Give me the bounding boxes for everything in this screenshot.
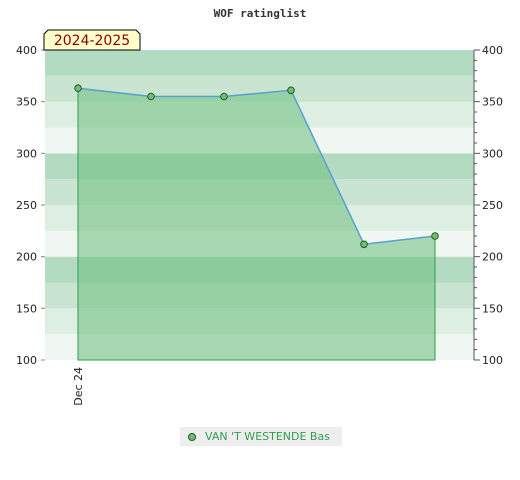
data-point	[220, 92, 228, 101]
y-tick-label-right: 400	[482, 44, 503, 57]
y-tick-label-right: 200	[482, 251, 503, 264]
season-badge-label: 2024-2025	[54, 33, 130, 49]
x-tick-label: Dec 24	[72, 367, 85, 406]
y-tick-label-left: 250	[16, 199, 37, 212]
chart-title: WOF ratinglist	[214, 7, 307, 20]
legend-marker	[188, 432, 196, 441]
y-tick-label-left: 200	[16, 251, 37, 264]
y-tick-label-right: 250	[482, 199, 503, 212]
y-tick-label-right: 300	[482, 147, 503, 160]
y-tick-label-right: 150	[482, 302, 503, 315]
data-point	[74, 84, 82, 93]
y-tick-label-left: 150	[16, 302, 37, 315]
y-tick-label-left: 100	[16, 354, 37, 367]
season-badge: 2024-2025	[43, 29, 141, 51]
y-tick-label-left: 350	[16, 96, 37, 109]
data-point	[287, 86, 295, 95]
data-point	[147, 92, 155, 101]
y-tick-label-left: 400	[16, 44, 37, 57]
axes: 100 150 200 250 300 350 400 100 150 200 250 300 350 4…	[16, 44, 503, 406]
y-tick-label-left: 300	[16, 147, 37, 160]
y-tick-label-right: 350	[482, 96, 503, 109]
data-point	[360, 240, 368, 249]
y-tick-label-right: 100	[482, 354, 503, 367]
points-layer	[74, 84, 439, 249]
grid-band	[45, 50, 474, 76]
data-point	[431, 232, 439, 240]
series-line	[77, 87, 436, 246]
legend-series-label: VAN 'T WESTENDE Bas	[205, 430, 330, 443]
season-badge-box	[43, 29, 141, 51]
legend: VAN 'T WESTENDE Bas	[180, 427, 342, 446]
